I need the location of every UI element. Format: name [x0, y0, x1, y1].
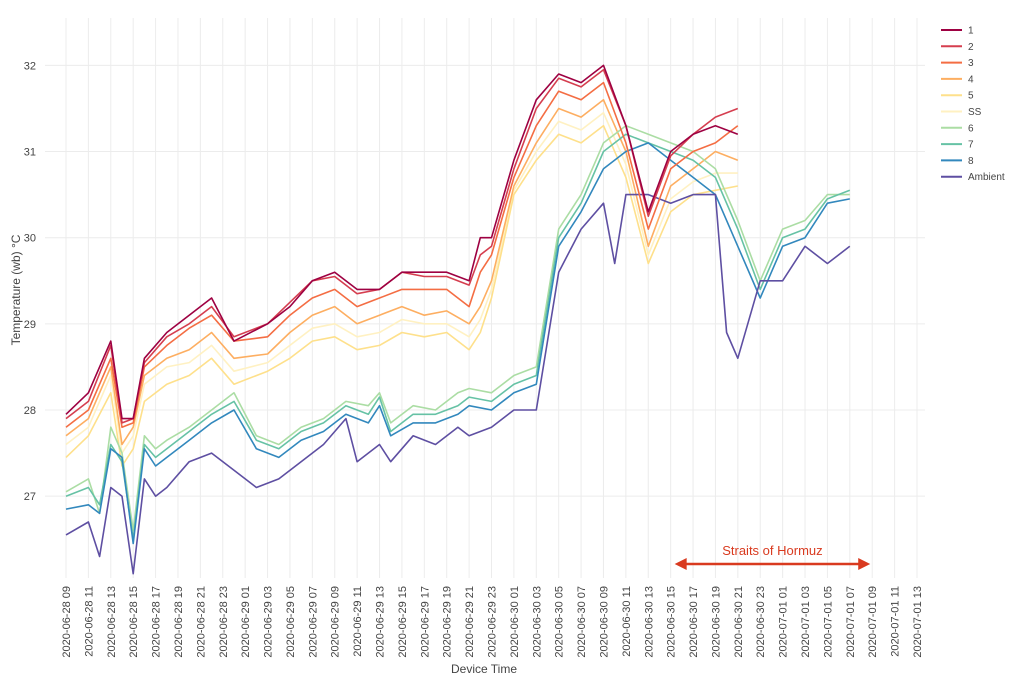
x-axis-title: Device Time: [451, 662, 517, 676]
x-tick-label: 2020-06-30 01: [509, 586, 521, 658]
x-tick-label: 2020-07-01 05: [822, 586, 834, 658]
legend-label: 5: [968, 91, 974, 102]
x-tick-label: 2020-07-01 13: [912, 586, 924, 658]
y-axis-title: Temperature (wb) °C: [9, 234, 23, 345]
x-tick-label: 2020-07-01 01: [778, 586, 790, 658]
y-tick-label: 28: [24, 405, 36, 417]
x-tick-label: 2020-06-29 23: [487, 586, 499, 658]
legend-item[interactable]: 7: [941, 140, 974, 151]
x-tick-label: 2020-06-28 21: [195, 586, 207, 658]
x-tick-label: 2020-06-29 21: [464, 586, 476, 658]
x-tick-label: 2020-06-29 15: [397, 586, 409, 658]
x-tick-label: 2020-06-30 17: [688, 586, 700, 658]
grid: [45, 18, 925, 578]
annotation-arrowhead-right: [858, 558, 871, 570]
x-tick-label: 2020-06-30 15: [666, 586, 678, 658]
x-axis-ticks: 2020-06-28 09 2020-06-28 11 2020-06-28 13 2…: [61, 586, 924, 658]
x-tick-label: 2020-06-30 11: [621, 586, 633, 657]
legend-item[interactable]: 6: [941, 123, 974, 134]
x-tick-label: 2020-06-29 13: [375, 586, 387, 658]
x-tick-label: 2020-06-28 11: [83, 586, 95, 657]
legend-label: 6: [968, 123, 974, 134]
x-tick-label: 2020-06-29 19: [442, 586, 454, 658]
series-line-8: [65, 142, 850, 545]
x-tick-label: 2020-06-29 03: [263, 586, 275, 658]
x-tick-label: 2020-06-29 09: [330, 586, 342, 658]
annotation-arrowhead-left: [674, 558, 687, 570]
series-line-6: [65, 124, 850, 532]
y-tick-label: 29: [24, 319, 36, 331]
x-tick-label: 2020-06-29 07: [307, 586, 319, 658]
x-tick-label: 2020-06-30 21: [733, 586, 745, 658]
legend: 1 2 3 4 5 SS 6 7 8 Ambient: [941, 26, 1005, 183]
series-line-ss: [65, 112, 738, 454]
x-tick-label: 2020-06-28 23: [218, 586, 230, 658]
y-axis-ticks: 27 28 29 30 31 32: [24, 60, 36, 503]
legend-item[interactable]: Ambient: [941, 172, 1005, 183]
x-tick-label: 2020-06-28 17: [151, 586, 163, 658]
y-tick-label: 32: [24, 60, 36, 72]
x-tick-label: 2020-06-28 15: [128, 586, 140, 658]
y-tick-label: 31: [24, 147, 36, 159]
legend-item[interactable]: 3: [941, 58, 974, 69]
series-line-4: [65, 99, 739, 446]
x-tick-label: 2020-06-30 23: [755, 586, 767, 658]
legend-item[interactable]: 4: [941, 74, 974, 85]
x-tick-label: 2020-06-28 13: [106, 586, 118, 658]
legend-label: Ambient: [968, 172, 1005, 183]
series-lines: [65, 64, 851, 575]
legend-label: 1: [968, 26, 974, 37]
x-tick-label: 2020-06-30 19: [710, 586, 722, 658]
x-tick-label: 2020-06-29 11: [352, 586, 364, 657]
x-tick-label: 2020-07-01 09: [867, 586, 879, 658]
legend-item[interactable]: 2: [941, 42, 974, 53]
series-line-3: [65, 81, 739, 429]
series-line-ambient: [65, 193, 851, 575]
x-tick-label: 2020-06-30 05: [554, 586, 566, 658]
legend-item[interactable]: SS: [941, 107, 982, 118]
series-line-1: [65, 64, 739, 420]
straits-annotation: Straits of Hormuz: [674, 543, 871, 570]
x-tick-label: 2020-07-01 07: [845, 586, 857, 658]
x-tick-label: 2020-06-28 09: [61, 586, 73, 658]
x-tick-label: 2020-06-29 17: [419, 586, 431, 658]
x-tick-label: 2020-07-01 03: [800, 586, 812, 658]
x-tick-label: 2020-06-30 03: [531, 586, 543, 658]
legend-label: 2: [968, 42, 974, 53]
x-tick-label: 2020-06-29 01: [240, 586, 252, 658]
legend-item[interactable]: 5: [941, 91, 974, 102]
legend-label: 3: [968, 58, 974, 69]
y-tick-label: 30: [24, 233, 36, 245]
legend-label: SS: [968, 107, 982, 118]
series-line-7: [65, 133, 851, 541]
legend-label: 7: [968, 140, 974, 151]
x-tick-label: 2020-07-01 11: [890, 586, 902, 657]
x-tick-label: 2020-06-30 07: [576, 586, 588, 658]
annotation-label: Straits of Hormuz: [722, 543, 822, 558]
x-tick-label: 2020-06-30 09: [598, 586, 610, 658]
x-tick-label: 2020-06-29 05: [285, 586, 297, 658]
x-tick-label: 2020-06-30 13: [643, 586, 655, 658]
legend-label: 4: [968, 74, 974, 85]
legend-item[interactable]: 1: [941, 26, 974, 37]
y-tick-label: 27: [24, 491, 36, 503]
x-tick-label: 2020-06-28 19: [173, 586, 185, 658]
series-line-5: [65, 124, 738, 467]
legend-label: 8: [968, 156, 974, 167]
legend-item[interactable]: 8: [941, 156, 974, 167]
